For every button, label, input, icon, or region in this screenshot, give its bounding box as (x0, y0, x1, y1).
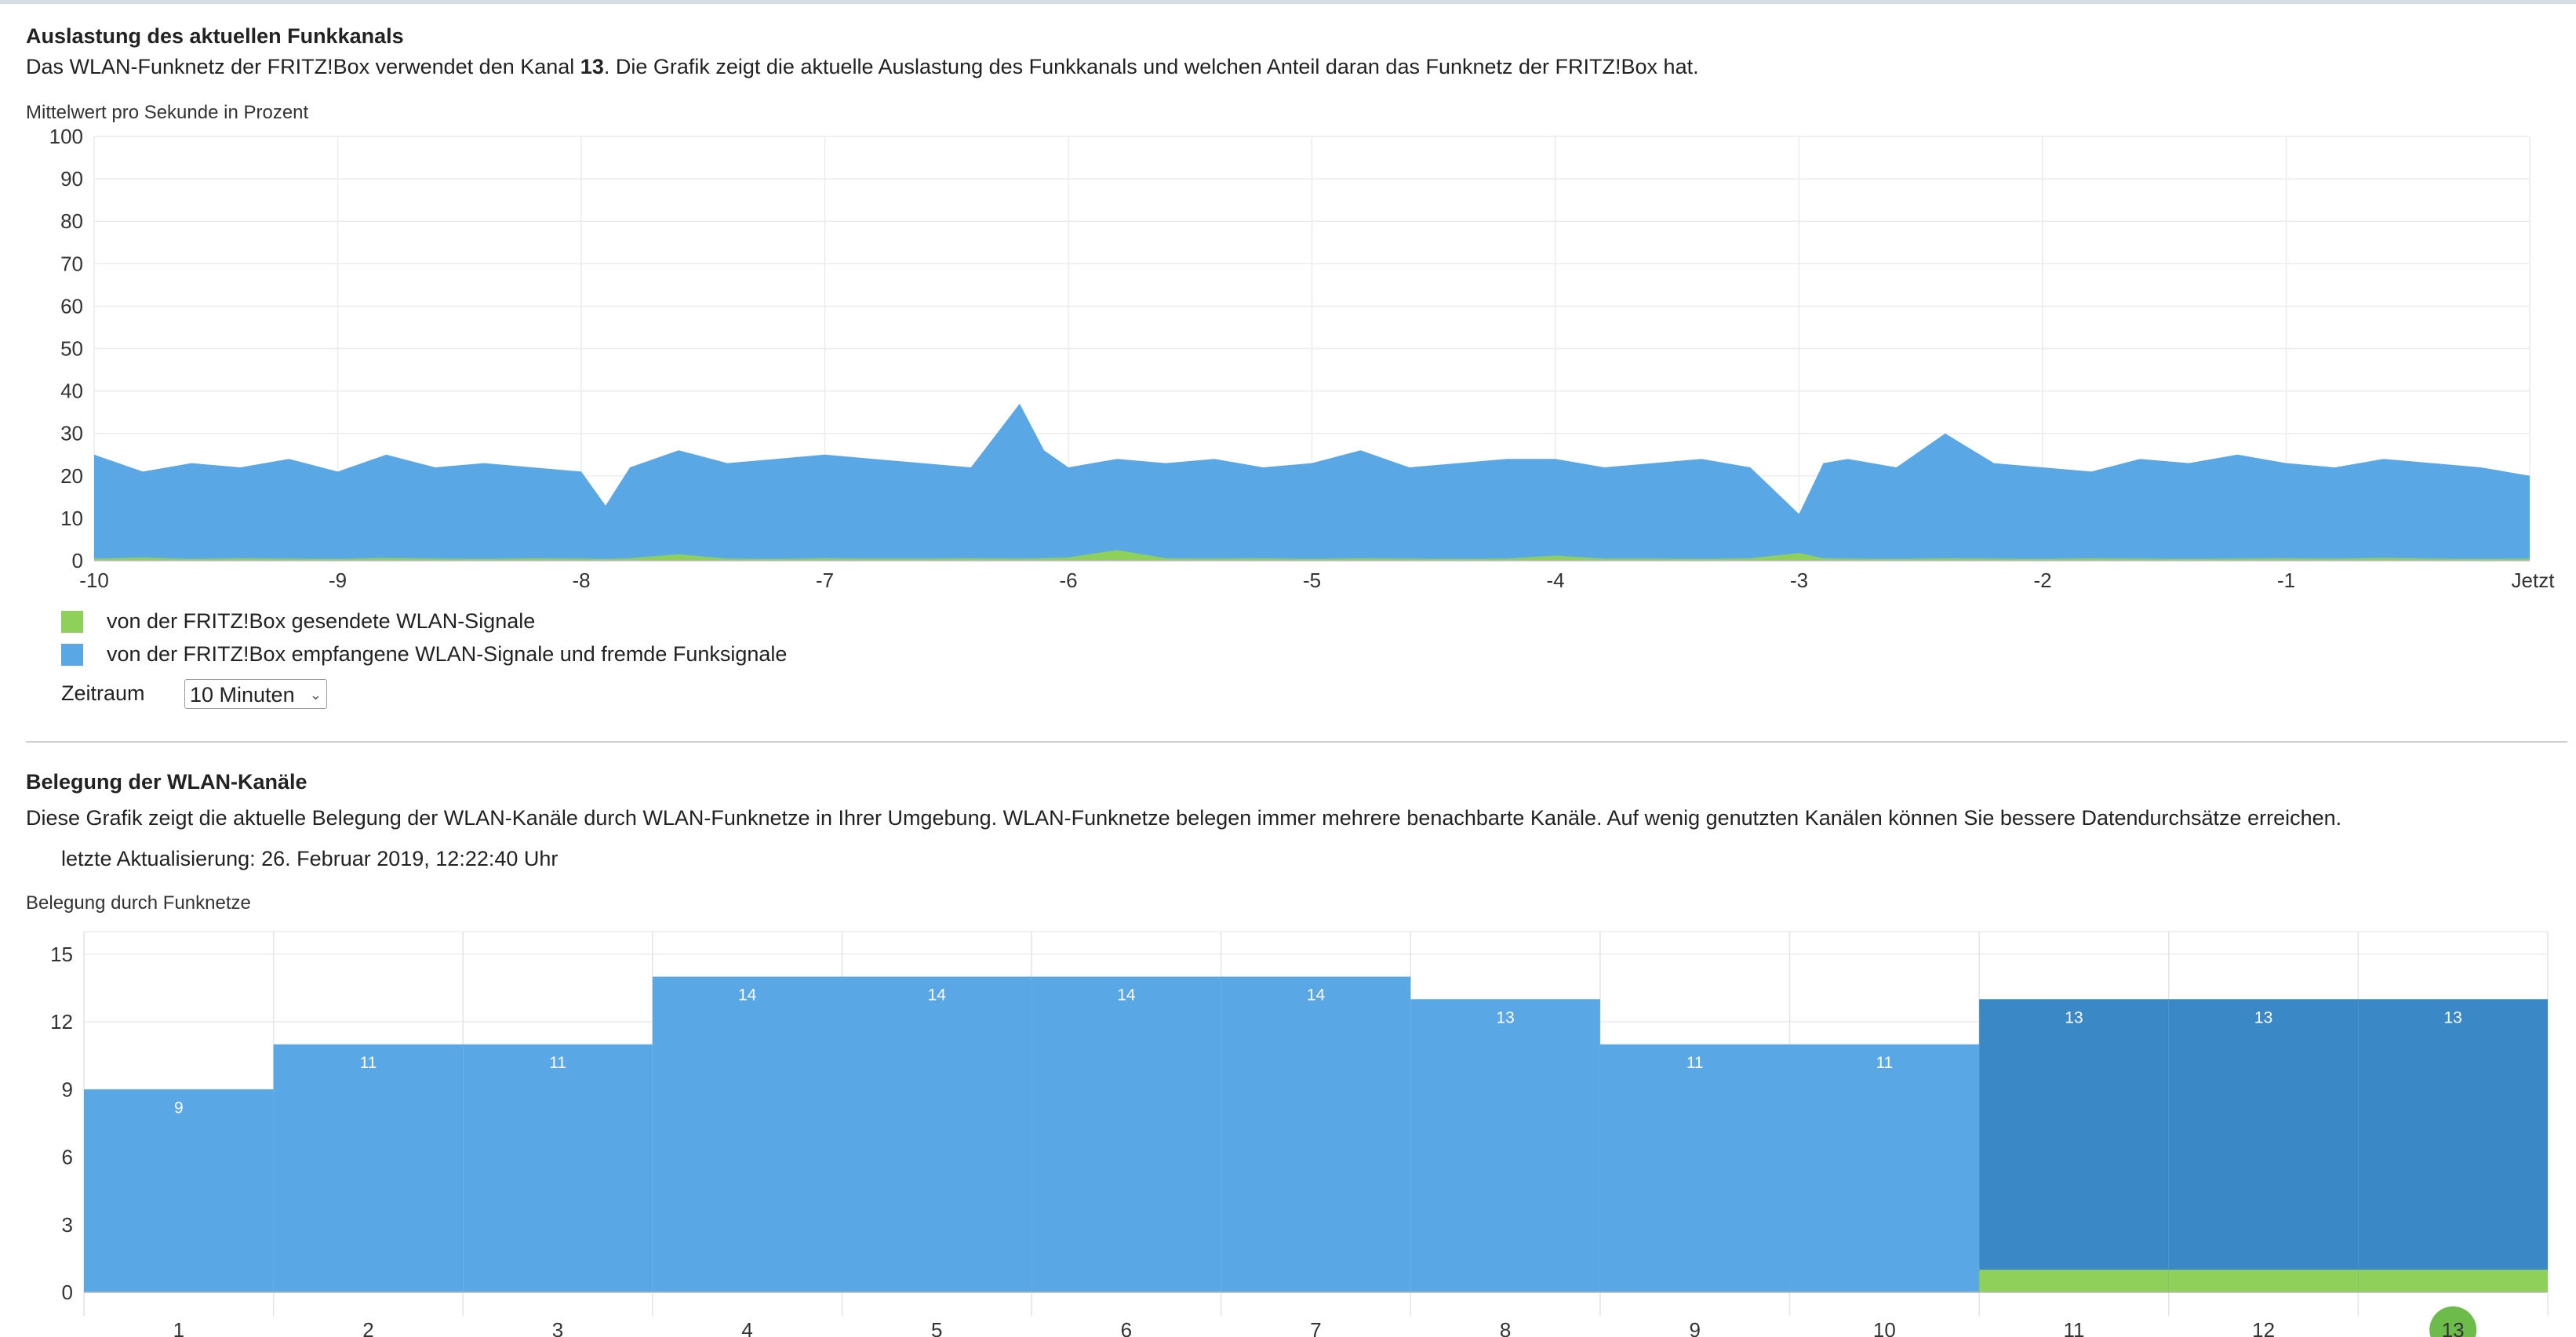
chart1-y-tick-label: 90 (60, 167, 83, 191)
chart2-x-tick-label: 6 (1121, 1318, 1132, 1337)
chart2-bar (1031, 976, 1221, 1292)
chart2-y-tick-label: 3 (62, 1213, 73, 1237)
chart2-bar (2358, 999, 2548, 1292)
chart2-bar (842, 976, 1032, 1292)
chart2-x-tick-label: 2 (362, 1318, 373, 1337)
legend-item-sent: von der FRITZ!Box gesendete WLAN-Signale (61, 609, 535, 634)
chart2-bar (1410, 999, 1600, 1292)
chart1-y-tick-label: 10 (60, 507, 83, 530)
chart1-x-tick-label: -1 (2277, 569, 2295, 592)
chart2-data-label: 11 (1686, 1054, 1704, 1072)
chart1-y-tick-label: 70 (60, 252, 83, 275)
channel-load-chart: 0 10 20 30 40 50 60 70 80 90 100 -10 -9 -8 -7 -6 -5 -4 -3 -… (49, 125, 2556, 592)
chart2-bar (463, 1044, 653, 1292)
chart2-x-tick-label: 10 (1873, 1318, 1896, 1337)
section-description-channel-occupancy: Diese Grafik zeigt die aktuelle Belegung… (26, 806, 2342, 830)
chart2-data-label: 13 (1496, 1008, 1514, 1026)
chart1-x-tick-label: -4 (1546, 569, 1564, 592)
chart2-x-tick-label: 4 (741, 1318, 752, 1337)
chart2-x-tick-label: 11 (2063, 1318, 2084, 1337)
chart2-data-label: 14 (738, 986, 757, 1005)
chart2-bar-own-share (2358, 1270, 2548, 1292)
chart2-bar-own-share (1979, 1270, 2169, 1292)
desc-before: Das WLAN-Funknetz der FRITZ!Box verwende… (26, 55, 580, 78)
desc-channel: 13 (580, 55, 604, 78)
chart2-x-tick-label: 8 (1500, 1318, 1511, 1337)
chart2-x-tick-label: 9 (1689, 1318, 1700, 1337)
legend-swatch-sent (61, 610, 83, 633)
chart1-x-tick-label: -6 (1059, 569, 1077, 592)
chart2-bar (2168, 999, 2359, 1292)
chart1-y-tick-label: 0 (72, 549, 83, 572)
chart2-bar-own-share (2168, 1270, 2359, 1292)
chart2-bar (273, 1044, 464, 1292)
chart1-x-tick-label: -3 (1790, 569, 1808, 592)
chart2-y-tick-label: 6 (62, 1146, 73, 1169)
chart2-data-label: 14 (1307, 986, 1326, 1005)
section-title-channel-load: Auslastung des aktuellen Funkkanals (26, 24, 404, 48)
chevron-down-icon: ⌄ (309, 687, 322, 703)
chart1-y-tick-label: 40 (60, 380, 83, 403)
desc-after: . Die Grafik zeigt die aktuelle Auslastu… (603, 55, 1699, 78)
chart1-x-tick-label: -7 (816, 569, 834, 592)
chart1-y-tick-label: 80 (60, 209, 83, 233)
legend-swatch-received (61, 643, 83, 666)
chart2-x-tick-label: 3 (552, 1318, 563, 1337)
chart2-data-label: 11 (1876, 1054, 1893, 1072)
section-title-channel-occupancy: Belegung der WLAN-Kanäle (26, 770, 307, 794)
chart2-x-tick-label: 7 (1310, 1318, 1321, 1337)
chart1-series-received (94, 403, 2530, 561)
chart2-x-tick-label: 12 (2252, 1318, 2275, 1337)
chart1-x-tick-label: -10 (79, 569, 109, 592)
chart1-x-tick-label: -2 (2033, 569, 2051, 592)
chart2-bar (1221, 976, 1411, 1292)
channel-occupancy-chart: 0369121591112113144145146147138119111013… (50, 931, 2549, 1337)
chart1-x-tick-label: -5 (1303, 569, 1321, 592)
section-divider (26, 741, 2567, 743)
current-channel-badge (2429, 1306, 2477, 1337)
chart2-caption: Belegung durch Funknetze (26, 892, 251, 914)
last-update: letzte Aktualisierung: 26. Februar 2019,… (61, 847, 558, 870)
chart2-x-tick-label: 5 (931, 1318, 942, 1337)
chart2-x-tick-label: 13 (2442, 1318, 2465, 1337)
chart1-y-tick-label: 30 (60, 422, 83, 445)
chart2-bar (1599, 1044, 1790, 1292)
chart2-data-label: 11 (549, 1054, 566, 1072)
chart2-data-label: 14 (1117, 986, 1136, 1005)
chart2-data-label: 14 (928, 986, 947, 1005)
chart2-data-label: 11 (360, 1054, 377, 1072)
chart1-caption: Mittelwert pro Sekunde in Prozent (26, 102, 309, 123)
top-border (0, 0, 2576, 4)
chart2-y-tick-label: 9 (62, 1077, 73, 1101)
legend-item-received: von der FRITZ!Box empfangene WLAN-Signal… (61, 642, 787, 667)
period-select-value: 10 Minuten (190, 683, 295, 707)
chart2-y-tick-label: 15 (50, 943, 73, 966)
chart2-data-label: 13 (2254, 1008, 2272, 1026)
period-select[interactable]: 10 Minuten ⌄ (184, 679, 327, 709)
period-label: Zeitraum (61, 681, 145, 705)
section-description-channel-load: Das WLAN-Funknetz der FRITZ!Box verwende… (26, 55, 1699, 79)
chart1-y-tick-label: 50 (60, 337, 83, 361)
legend-label-sent: von der FRITZ!Box gesendete WLAN-Signale (107, 609, 536, 633)
chart2-x-tick-label: 1 (173, 1318, 184, 1337)
chart2-bar (84, 1089, 274, 1292)
chart2-bar (1979, 999, 2169, 1292)
legend-label-received: von der FRITZ!Box empfangene WLAN-Signal… (107, 642, 788, 666)
chart1-series-sent (94, 550, 2530, 561)
chart2-data-label: 13 (2065, 1008, 2083, 1026)
chart2-data-label: 9 (174, 1099, 184, 1117)
chart1-x-tick-label: -8 (572, 569, 590, 592)
chart2-bar (1789, 1044, 1980, 1292)
chart2-y-tick-label: 0 (62, 1281, 73, 1304)
chart2-data-label: 13 (2444, 1008, 2462, 1026)
chart1-y-tick-label: 20 (60, 464, 83, 488)
chart1-y-tick-label: 60 (60, 294, 83, 318)
chart1-x-tick-label: -9 (329, 569, 347, 592)
chart1-x-tick-label: Jetzt (2512, 569, 2556, 592)
chart1-y-tick-label: 100 (49, 125, 83, 148)
chart2-bar (652, 976, 842, 1292)
chart2-y-tick-label: 12 (50, 1010, 73, 1034)
